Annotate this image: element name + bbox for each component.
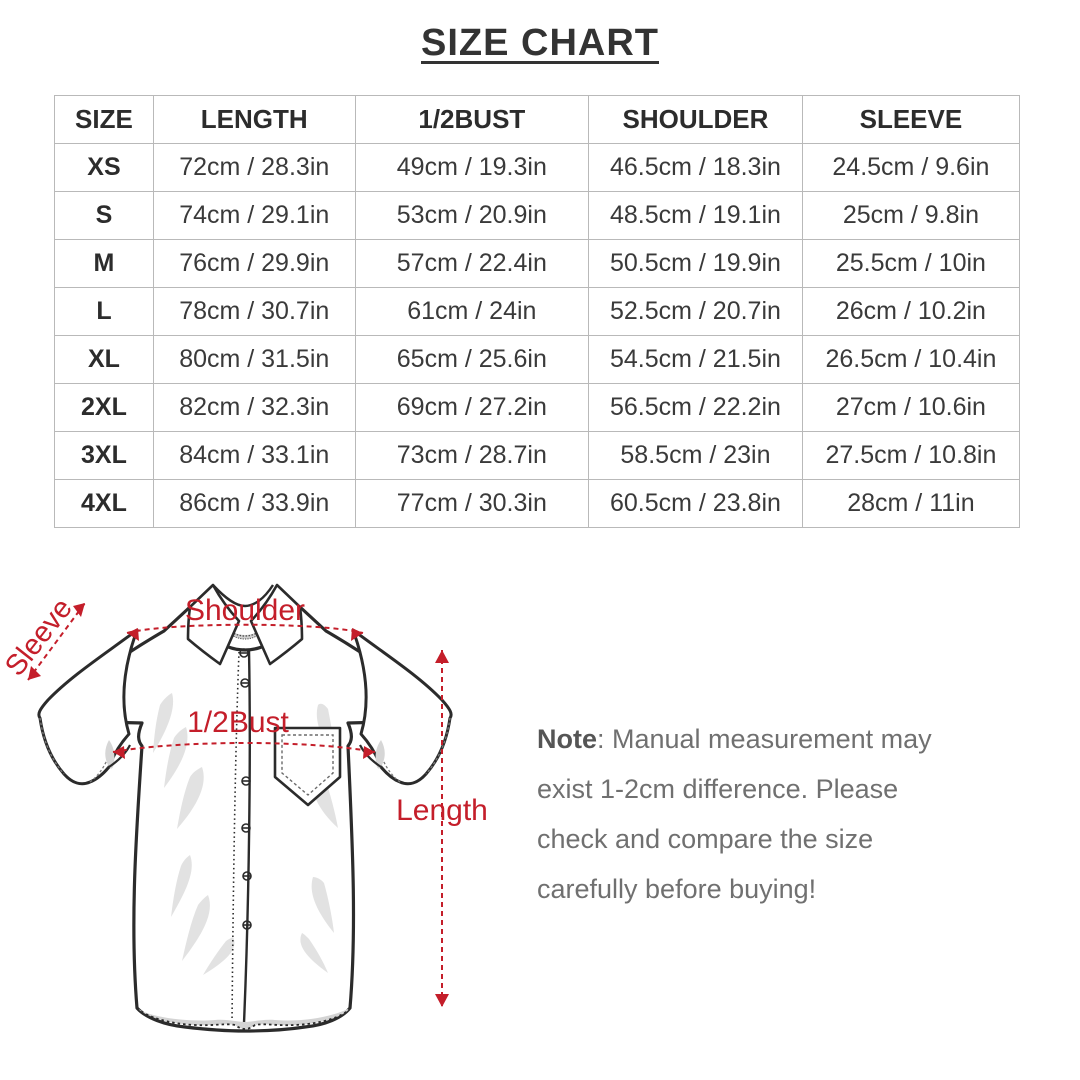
svg-text:Shoulder: Shoulder [185,594,305,627]
svg-text:Length: Length [396,794,488,827]
svg-text:Sleeve: Sleeve [0,593,79,683]
svg-text:1/2Bust: 1/2Bust [187,706,289,739]
